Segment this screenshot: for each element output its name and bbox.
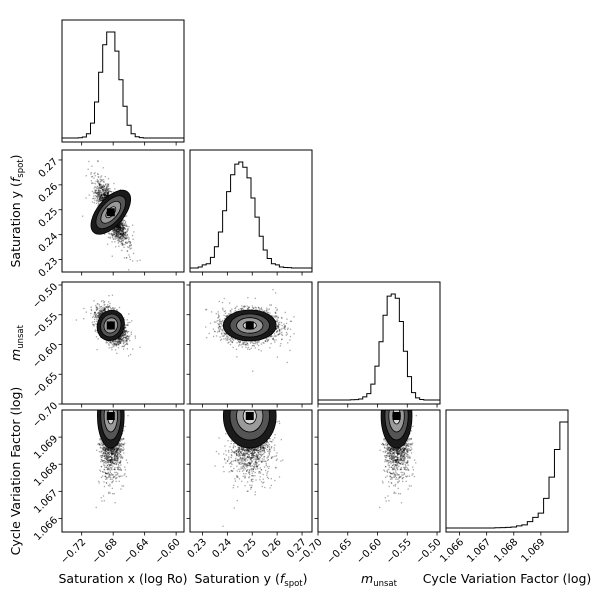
density-peak [106, 321, 115, 330]
x-tick-label: −0.60 [355, 537, 384, 566]
panel-frame-0-0 [61, 19, 185, 143]
y-tick-label: 0.26 [37, 181, 61, 205]
panel-frame-1-3 [189, 409, 313, 533]
panel-frame-0-3 [61, 409, 185, 533]
histogram-1 [189, 161, 313, 272]
scatter-2-3 [378, 410, 417, 509]
y-tick-label: −0.60 [31, 341, 60, 370]
y-tick-label: −0.50 [31, 281, 60, 310]
x-axis-label-1: Saturation y (fspot) [194, 571, 307, 589]
density-peak [245, 321, 254, 330]
x-tick-label: −0.50 [414, 537, 443, 566]
density-peak [106, 412, 115, 420]
y-tick-label: −0.55 [31, 311, 60, 340]
x-tick-label: 0.23 [186, 537, 210, 561]
density-peak [245, 412, 254, 420]
x-axis-label-2: munsat [361, 571, 398, 589]
y-tick-label: 0.25 [37, 206, 61, 230]
x-tick-label: 0.26 [260, 537, 284, 561]
density-peak [106, 208, 115, 217]
y-tick-label: −0.65 [31, 371, 60, 400]
panel-frame-1-1 [189, 149, 313, 273]
panel-frame-0-2 [61, 281, 185, 405]
x-axis-label-3: Cycle Variation Factor (log) [423, 571, 592, 586]
y-tick-label: 1.068 [32, 461, 60, 489]
x-tick-label: −0.68 [90, 537, 119, 566]
x-tick-label: −0.55 [384, 537, 413, 566]
y-tick-label: −0.70 [31, 400, 60, 429]
x-tick-label: 1.069 [520, 537, 548, 565]
panel-frame-1-2 [189, 281, 313, 405]
x-tick-label: −0.72 [59, 537, 88, 566]
y-axis-label-3: Cycle Variation Factor (log) [8, 387, 23, 556]
histogram-3 [445, 421, 569, 532]
y-tick-label: 0.24 [37, 231, 61, 255]
y-tick-label: 1.066 [32, 515, 60, 543]
x-tick-label: 0.24 [210, 537, 234, 561]
x-tick-label: −0.65 [325, 537, 354, 566]
y-tick-label: 0.23 [37, 256, 61, 280]
x-tick-label: −0.64 [122, 537, 151, 566]
histogram-2 [317, 293, 441, 404]
y-tick-label: 1.069 [32, 434, 60, 462]
y-axis-label-1: Saturation y (fspot) [8, 154, 26, 267]
panel-frame-2-2 [317, 281, 441, 405]
x-tick-label: 1.066 [438, 537, 466, 565]
scatter-0-1 [81, 160, 141, 271]
x-tick-label: 1.067 [465, 537, 493, 565]
scatter-0-2 [75, 294, 141, 357]
y-tick-label: 0.27 [37, 156, 61, 180]
x-tick-label: −0.60 [153, 537, 182, 566]
scatter-1-3 [214, 410, 284, 527]
scatter-0-3 [95, 410, 129, 509]
panel-frame-2-3 [317, 409, 441, 533]
histogram-0 [61, 31, 185, 142]
x-axis-label-0: Saturation x (log Ro) [58, 571, 187, 586]
panel-frame-3-3 [445, 409, 569, 533]
scatter-1-2 [205, 288, 312, 372]
x-tick-label: 0.25 [235, 537, 259, 561]
y-tick-label: 1.067 [32, 488, 60, 516]
y-axis-label-2: munsat [8, 324, 26, 361]
x-tick-label: 1.068 [492, 537, 520, 565]
density-peak [392, 412, 401, 420]
panel-frame-0-1 [61, 149, 185, 273]
